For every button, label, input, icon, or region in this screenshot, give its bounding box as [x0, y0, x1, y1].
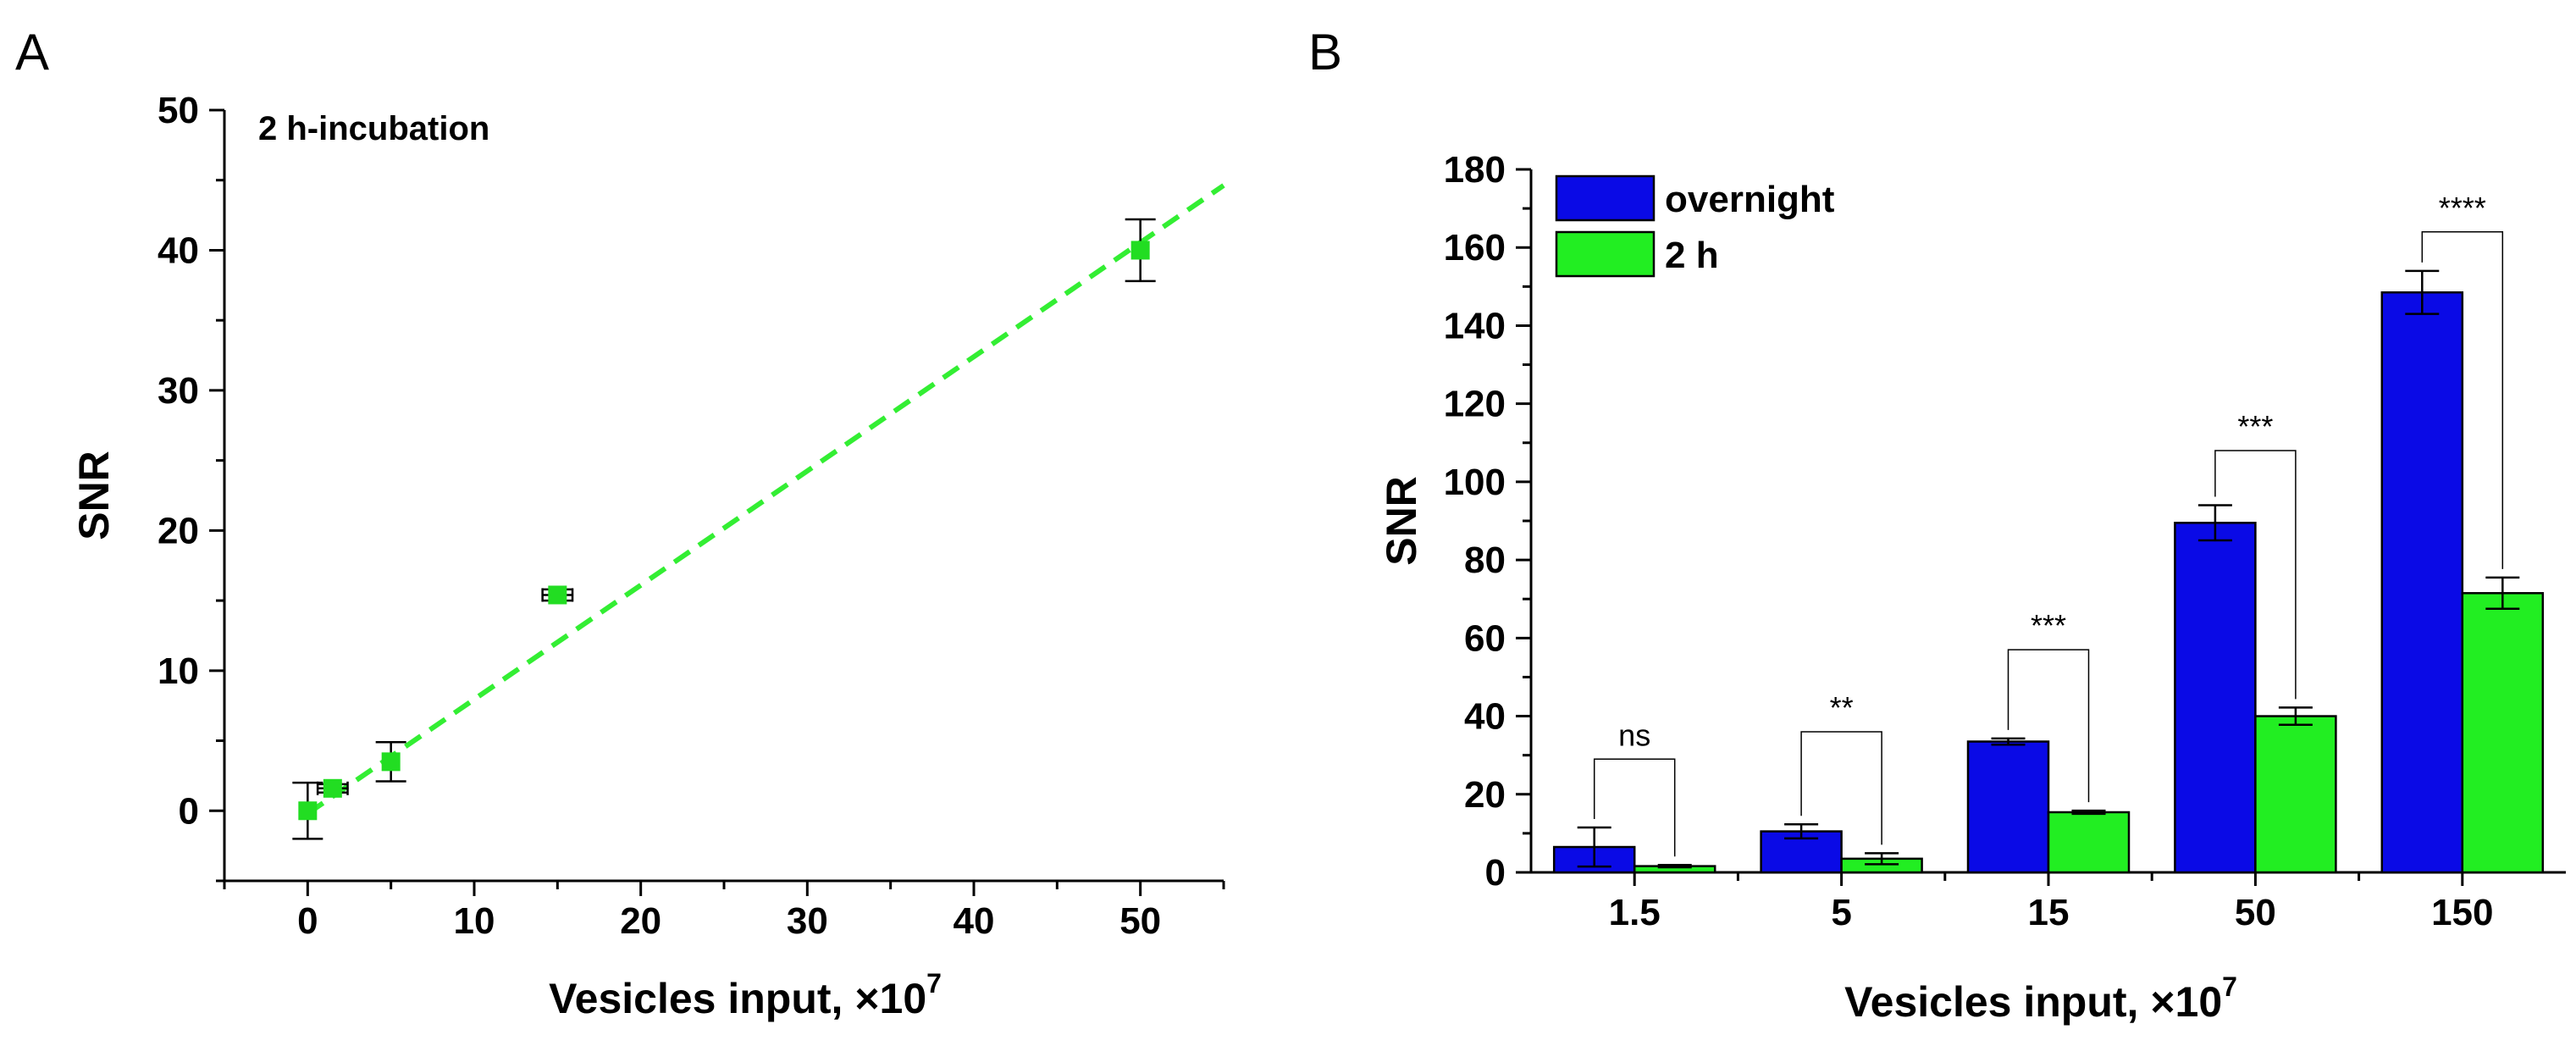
- x-tick-label: 5: [1831, 892, 1851, 933]
- legend-swatch: [1555, 230, 1656, 278]
- x-tick-label: 0: [297, 900, 318, 942]
- y-axis-title: SNR: [1378, 476, 1425, 566]
- x-tick-label: 20: [620, 900, 661, 942]
- significance-bracket: [1800, 731, 1882, 845]
- y-tick-label: 20: [158, 510, 199, 551]
- bar-overnight: [2174, 522, 2257, 874]
- y-tick-label: 140: [1444, 305, 1506, 346]
- y-tick-label: 40: [158, 230, 199, 271]
- x-axis-title-text: Vesicles input, ×10: [549, 975, 926, 1022]
- y-tick-label: 30: [158, 370, 199, 412]
- x-tick-label: 1.5: [1609, 892, 1661, 933]
- y-tick-label: 10: [158, 650, 199, 692]
- x-axis-title-superscript: 7: [926, 968, 942, 999]
- legend-label: overnight: [1665, 179, 1835, 220]
- bar-2h: [2461, 592, 2545, 874]
- significance-bracket: [2421, 231, 2504, 569]
- x-tick-label: 30: [787, 900, 828, 942]
- bar-overnight: [1760, 830, 1843, 874]
- y-tick-label: 120: [1444, 384, 1506, 425]
- significance-bracket: [1593, 758, 1676, 857]
- x-tick-label: 150: [2431, 892, 2493, 933]
- data-point: [1130, 241, 1150, 260]
- y-axis-title: SNR: [70, 451, 118, 540]
- legend-label: 2 h: [1665, 235, 1719, 276]
- bar-2h: [2254, 715, 2337, 874]
- x-tick-label: 40: [954, 900, 995, 942]
- data-point: [381, 752, 401, 772]
- significance-label: ****: [2439, 191, 2486, 225]
- panel-letter-b: B: [1308, 24, 1342, 80]
- x-tick-label: 10: [454, 900, 495, 942]
- data-point: [323, 778, 342, 798]
- y-tick-label: 160: [1444, 227, 1506, 268]
- fit-line: [306, 183, 1225, 816]
- panel-letter-a: A: [15, 24, 49, 80]
- x-axis-title: Vesicles input, ×107: [1844, 971, 2237, 1026]
- y-tick-label: 40: [1464, 696, 1506, 738]
- panel-a-scatter-chart: A 0 10 20 30 40 50 0 10 20 30 40 50 2 h-incubation Ves…: [15, 24, 1225, 1022]
- bar-2h: [2047, 811, 2131, 874]
- legend-swatch: [1555, 174, 1656, 222]
- y-tick-label: 100: [1444, 462, 1506, 503]
- significance-label: **: [1830, 690, 1854, 725]
- x-tick-label: 50: [2235, 892, 2276, 933]
- panel-b-bar-chart: B 0 20 40 60 80 100 120 140 160 180 1.5 ns 5 ** 15 *** 50…: [1308, 24, 2566, 1026]
- x-tick-label: 15: [2028, 892, 2070, 933]
- x-axis-title-superscript: 7: [2222, 971, 2237, 1002]
- x-tick-label: 50: [1119, 900, 1161, 942]
- y-tick-label: 180: [1444, 149, 1506, 191]
- bar-overnight: [2380, 291, 2464, 874]
- significance-label: ns: [1618, 717, 1650, 752]
- y-tick-label: 50: [158, 90, 199, 131]
- y-tick-label: 20: [1464, 774, 1506, 816]
- bar-overnight: [1966, 740, 2050, 874]
- incubation-annotation: 2 h-incubation: [258, 110, 489, 147]
- x-axis-title: Vesicles input, ×107: [549, 968, 942, 1022]
- y-tick-label: 80: [1464, 540, 1506, 581]
- data-point: [298, 801, 318, 821]
- significance-label: ***: [2031, 608, 2066, 643]
- y-tick-label: 0: [1485, 852, 1506, 894]
- significance-label: ***: [2237, 409, 2273, 444]
- x-axis-title-text: Vesicles input, ×10: [1844, 978, 2222, 1026]
- y-tick-label: 60: [1464, 617, 1506, 659]
- significance-bracket: [2007, 649, 2090, 803]
- data-point: [548, 585, 567, 605]
- y-tick-label: 0: [179, 790, 199, 832]
- significance-bracket: [2214, 450, 2297, 700]
